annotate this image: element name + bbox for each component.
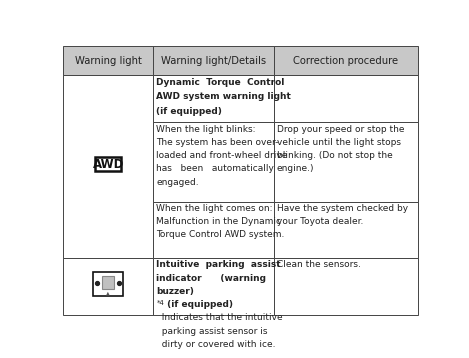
Text: Warning light/Details: Warning light/Details bbox=[161, 56, 266, 66]
Polygon shape bbox=[63, 258, 153, 315]
Text: parking assist sensor is: parking assist sensor is bbox=[156, 326, 268, 336]
Text: buzzer): buzzer) bbox=[156, 287, 194, 296]
Polygon shape bbox=[274, 202, 418, 258]
Text: (if equipped): (if equipped) bbox=[164, 300, 234, 309]
Polygon shape bbox=[153, 46, 274, 75]
Polygon shape bbox=[95, 158, 121, 171]
Polygon shape bbox=[274, 258, 418, 315]
Polygon shape bbox=[274, 46, 418, 75]
Polygon shape bbox=[274, 75, 418, 122]
Polygon shape bbox=[153, 258, 274, 315]
Text: loaded and front-wheel drive: loaded and front-wheel drive bbox=[156, 151, 287, 160]
Text: dirty or covered with ice.: dirty or covered with ice. bbox=[156, 340, 276, 349]
Text: Drop your speed or stop the: Drop your speed or stop the bbox=[277, 125, 404, 134]
Polygon shape bbox=[102, 276, 114, 289]
Text: When the light comes on:: When the light comes on: bbox=[156, 204, 273, 213]
Text: Indicates that the intuitive: Indicates that the intuitive bbox=[156, 313, 283, 323]
Text: The system has been over-: The system has been over- bbox=[156, 138, 279, 147]
Text: Intuitive  parking  assist: Intuitive parking assist bbox=[156, 261, 281, 270]
Text: (if equipped): (if equipped) bbox=[156, 107, 222, 116]
Text: Warning light: Warning light bbox=[75, 56, 142, 66]
Polygon shape bbox=[93, 272, 123, 296]
Text: indicator      (warning: indicator (warning bbox=[156, 274, 266, 283]
Text: vehicle until the light stops: vehicle until the light stops bbox=[277, 138, 401, 147]
Text: AWD: AWD bbox=[92, 158, 124, 170]
Text: has   been   automatically: has been automatically bbox=[156, 164, 274, 173]
Text: engaged.: engaged. bbox=[156, 178, 199, 187]
Polygon shape bbox=[63, 46, 153, 75]
Text: engine.): engine.) bbox=[277, 164, 315, 173]
Polygon shape bbox=[153, 75, 274, 122]
Text: Correction procedure: Correction procedure bbox=[293, 56, 399, 66]
Text: Malfunction in the Dynamic: Malfunction in the Dynamic bbox=[156, 217, 281, 226]
Text: Dynamic  Torque  Control: Dynamic Torque Control bbox=[156, 78, 285, 87]
Text: Have the system checked by: Have the system checked by bbox=[277, 204, 408, 213]
Polygon shape bbox=[153, 122, 274, 202]
Polygon shape bbox=[63, 75, 153, 258]
Text: *4: *4 bbox=[156, 300, 164, 306]
Text: When the light blinks:: When the light blinks: bbox=[156, 125, 256, 134]
Polygon shape bbox=[274, 122, 418, 202]
Text: ▲: ▲ bbox=[106, 290, 110, 295]
Polygon shape bbox=[153, 202, 274, 258]
Text: Torque Control AWD system.: Torque Control AWD system. bbox=[156, 231, 285, 240]
Text: Clean the sensors.: Clean the sensors. bbox=[277, 261, 361, 270]
Text: AWD system warning light: AWD system warning light bbox=[156, 92, 291, 101]
Text: blinking. (Do not stop the: blinking. (Do not stop the bbox=[277, 151, 393, 160]
Text: your Toyota dealer.: your Toyota dealer. bbox=[277, 217, 363, 226]
